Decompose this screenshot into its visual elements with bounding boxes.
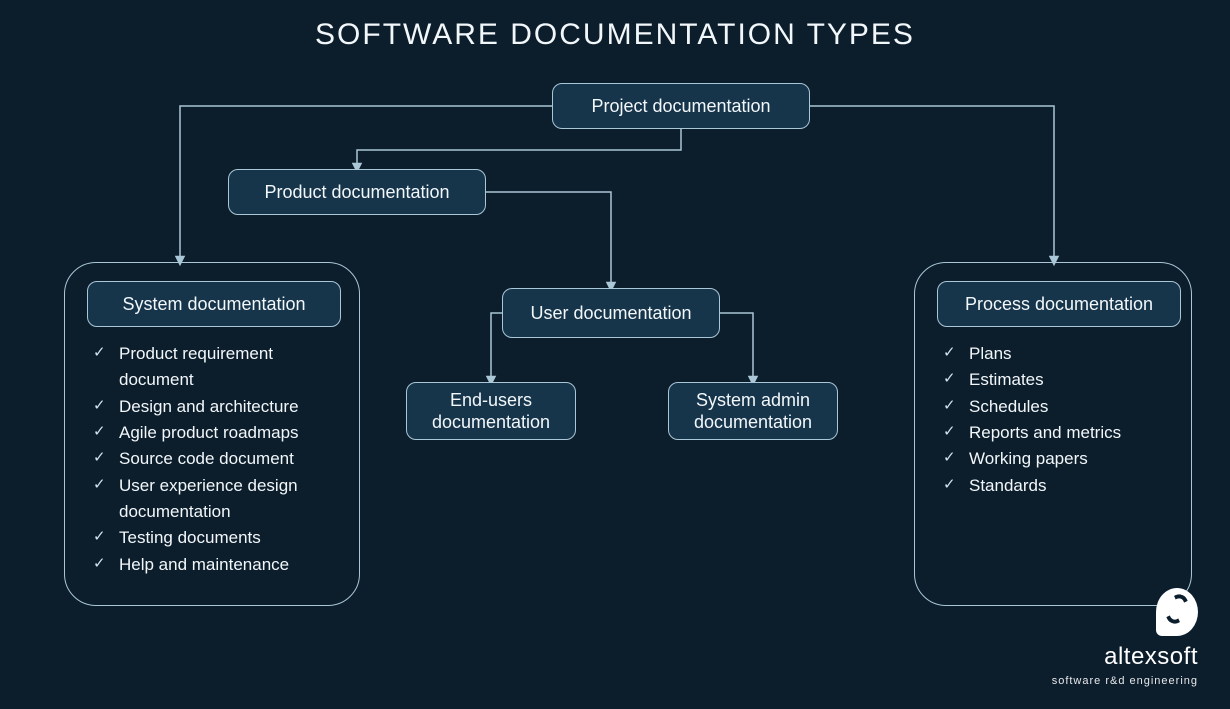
- node-product-documentation: Product documentation: [228, 169, 486, 215]
- list-item: Design and architecture: [93, 394, 337, 420]
- list-item: Estimates: [943, 367, 1169, 393]
- panel-process-documentation: Process documentation PlansEstimatesSche…: [914, 262, 1192, 606]
- list-item: Plans: [943, 341, 1169, 367]
- list-item: User experience design documentation: [93, 473, 337, 526]
- process-documentation-list: PlansEstimatesSchedulesReports and metri…: [937, 341, 1169, 499]
- brand-mark-icon: [1156, 588, 1198, 636]
- list-item: Help and maintenance: [93, 552, 337, 578]
- diagram-title: SOFTWARE DOCUMENTATION TYPES: [0, 18, 1230, 52]
- brand-logo: altexsoft software r&d engineering: [1052, 588, 1198, 689]
- list-item: Standards: [943, 473, 1169, 499]
- node-system-documentation: System documentation: [87, 281, 341, 327]
- brand-name: altexsoft: [1104, 643, 1198, 670]
- node-project-documentation: Project documentation: [552, 83, 810, 129]
- list-item: Testing documents: [93, 525, 337, 551]
- list-item: Agile product roadmaps: [93, 420, 337, 446]
- panel-system-documentation: System documentation Product requirement…: [64, 262, 360, 606]
- node-system-admin-documentation: System admin documentation: [668, 382, 838, 440]
- list-item: Product requirement document: [93, 341, 337, 394]
- node-process-documentation: Process documentation: [937, 281, 1181, 327]
- list-item: Schedules: [943, 394, 1169, 420]
- node-end-users-documentation: End-users documentation: [406, 382, 576, 440]
- list-item: Source code document: [93, 446, 337, 472]
- system-documentation-list: Product requirement documentDesign and a…: [87, 341, 337, 578]
- node-user-documentation: User documentation: [502, 288, 720, 338]
- brand-tagline: software r&d engineering: [1052, 675, 1198, 687]
- list-item: Working papers: [943, 446, 1169, 472]
- list-item: Reports and metrics: [943, 420, 1169, 446]
